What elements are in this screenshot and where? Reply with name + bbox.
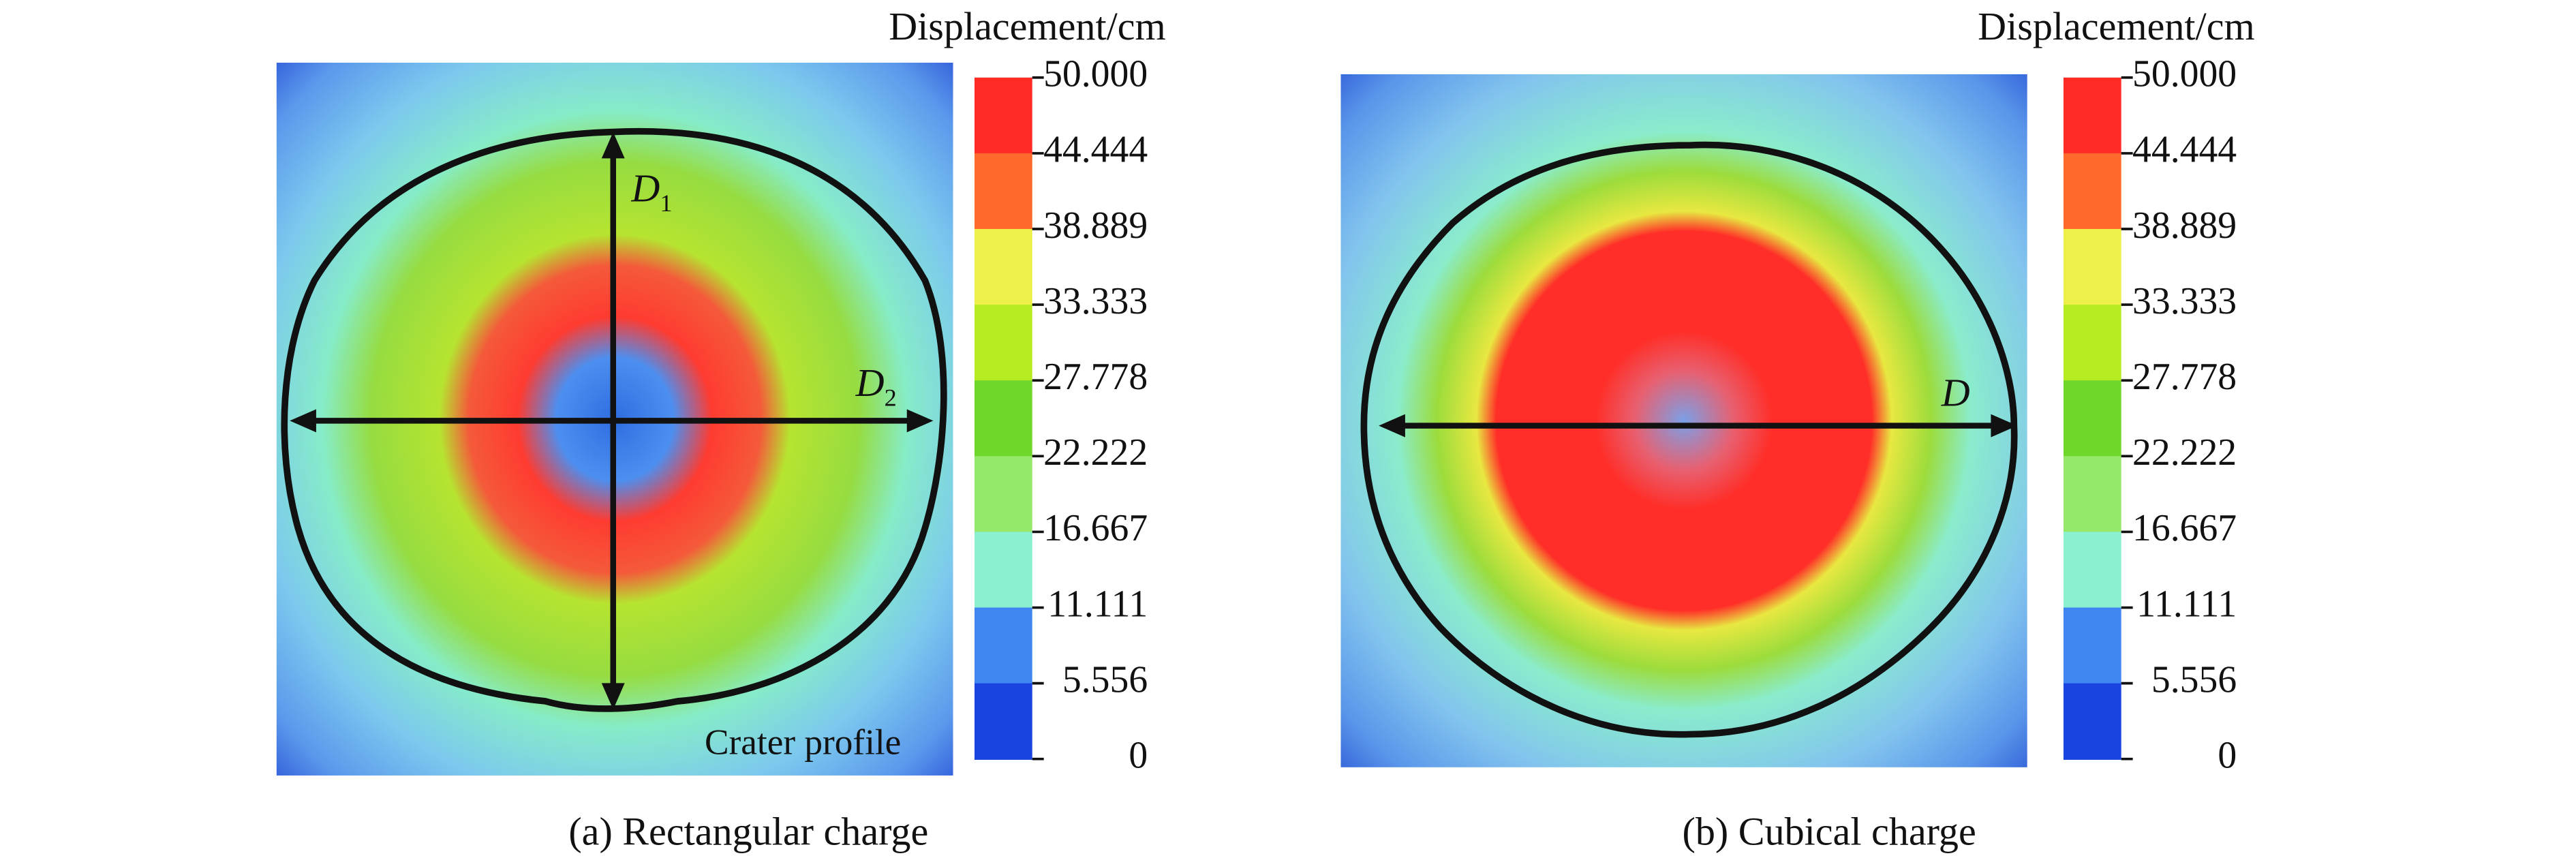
colorbar-label: 27.778: [2132, 356, 2237, 398]
colorbar-label: 44.444: [2132, 129, 2237, 171]
colorbar-band: [974, 305, 1032, 382]
colorbar-title: Displacement/cm: [1978, 4, 2255, 48]
colorbar-label: 16.667: [1043, 507, 1148, 549]
annotation: D: [1941, 371, 1970, 415]
panel-b: D (b) Cubical charge: [1340, 74, 2027, 854]
colorbar-label: 5.556: [2151, 658, 2237, 701]
colorbar-band: [974, 380, 1032, 457]
colorbar-label: 27.778: [1043, 356, 1148, 398]
colorbar-label: 38.889: [2132, 204, 2237, 247]
profile-label: Crater profile: [705, 722, 901, 762]
colorbar-label: 50.000: [2132, 53, 2237, 95]
colorbar-band: [2063, 607, 2121, 684]
caption: (a) Rectangular charge: [568, 810, 928, 854]
colorbar-label: 0: [2218, 735, 2237, 777]
colorbar-band: [974, 229, 1032, 306]
colorbar-band: [2063, 229, 2121, 306]
colorbar-label: 50.000: [1043, 53, 1148, 95]
colorbar-label: 22.222: [1043, 431, 1148, 474]
colorbar-band: [974, 153, 1032, 230]
colorbar-label: 16.667: [2132, 507, 2237, 549]
colorbar-band: [974, 77, 1032, 155]
crater-profile: [281, 127, 947, 712]
colorbar-label: 22.222: [2132, 431, 2237, 474]
colorbar-label: 11.111: [1047, 583, 1148, 625]
colorbar-label: 44.444: [1043, 129, 1148, 171]
colorbar-band: [2063, 153, 2121, 230]
panel-a: D1 D2 Crater profile (a) Rectangular cha…: [276, 63, 953, 854]
colorbar-band: [2063, 456, 2121, 533]
crater-profile: [1360, 141, 2018, 738]
colorbar-title: Displacement/cm: [889, 4, 1166, 48]
caption: (b) Cubical charge: [1683, 810, 1976, 854]
colorbar-label: 0: [1129, 735, 1148, 777]
colorbar-band: [2063, 77, 2121, 155]
colorbar-band: [2063, 380, 2121, 457]
simulation-image: [1340, 74, 2027, 767]
colorbar-band: [2063, 305, 2121, 382]
colorbar-band: [974, 607, 1032, 684]
annotation: D2: [855, 361, 897, 412]
colorbar-label: 38.889: [1043, 204, 1148, 247]
colorbar-band: [2063, 532, 2121, 609]
colorbar-label: 33.333: [1043, 280, 1148, 322]
colorbar-band: [2063, 683, 2121, 760]
colorbar-label: 5.556: [1062, 658, 1148, 701]
colorbar-band: [974, 456, 1032, 533]
colorbar-label: 33.333: [2132, 280, 2237, 322]
annotation: D1: [630, 166, 672, 217]
colorbar-label: 11.111: [2136, 583, 2237, 625]
colorbar-band: [974, 532, 1032, 609]
colorbar-band: [974, 683, 1032, 760]
